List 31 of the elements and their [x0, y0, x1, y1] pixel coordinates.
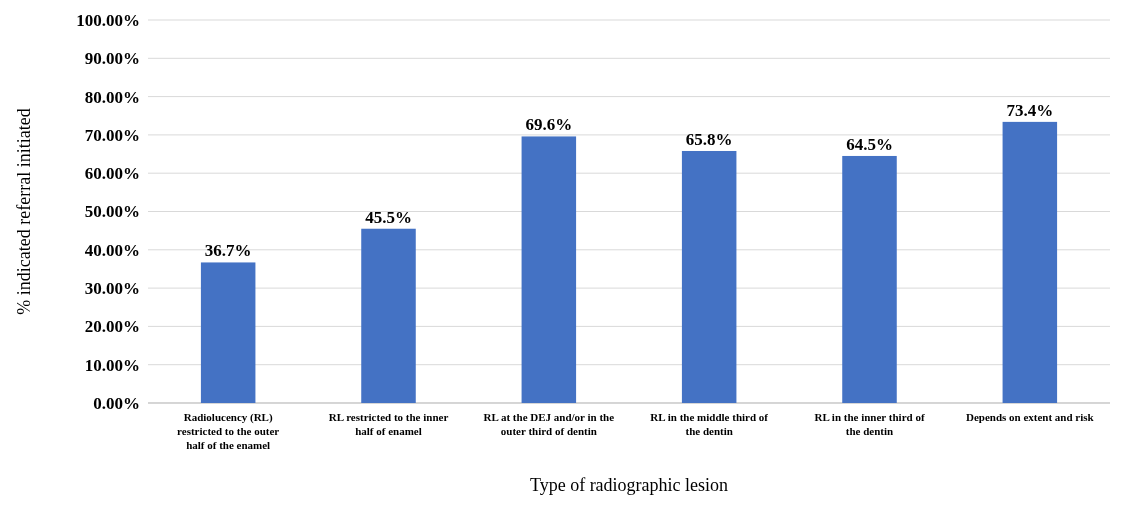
data-label: 73.4%: [1006, 100, 1054, 120]
x-tick-label: RL in the middle third of the dentin: [650, 411, 769, 437]
x-tick-label: Depends on extent and risk: [965, 411, 1095, 423]
x-tick-label: RL at the DEJ and/or in the outer third of dentin: [483, 411, 615, 437]
y-tick-label: 60.00%: [84, 164, 140, 184]
y-tick-label: 40.00%: [84, 240, 140, 260]
y-tick-label: 50.00%: [84, 202, 140, 222]
bar: [361, 228, 416, 403]
y-tick-label: 90.00%: [84, 49, 140, 69]
y-tick-label: 80.00%: [84, 87, 140, 107]
y-tick-label: 0.00%: [93, 393, 140, 413]
x-tick-label: Radiolucency (RL) restricted to the outer half of the enamel: [177, 411, 280, 451]
data-label: 69.6%: [525, 115, 573, 135]
data-label: 64.5%: [846, 134, 893, 154]
x-axis-title: Type of radiographic lesion: [529, 475, 729, 495]
data-label: 65.8%: [685, 129, 733, 149]
bar: [200, 262, 256, 403]
data-label: 45.5%: [365, 207, 412, 227]
y-tick-label: 30.00%: [84, 279, 140, 299]
y-tick-label: 100.00%: [76, 10, 140, 30]
y-tick-label: 70.00%: [84, 125, 140, 145]
y-tick-label: 10.00%: [84, 355, 140, 375]
bar: [842, 155, 897, 403]
y-tick-label: 20.00%: [84, 317, 140, 337]
bar: [681, 150, 737, 403]
bar: [521, 136, 577, 403]
y-axis-title: % indicated referral initiated: [14, 108, 34, 315]
data-label: 36.7%: [204, 241, 252, 261]
bar: [1002, 121, 1058, 403]
x-tick-label: RL in the inner third of the dentin: [814, 411, 925, 437]
x-tick-label: RL restricted to the inner half of enamel: [328, 411, 449, 437]
